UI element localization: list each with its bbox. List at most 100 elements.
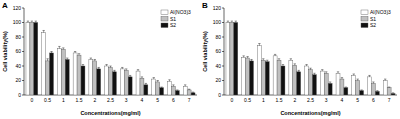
y-tick-label: 100 (213, 19, 222, 25)
bar (152, 79, 156, 95)
bar (234, 23, 238, 96)
bar (391, 94, 395, 95)
y-tick (222, 8, 224, 9)
error-bar (341, 78, 343, 79)
bar (360, 91, 364, 95)
error-bar (157, 81, 159, 82)
bar (293, 65, 297, 95)
x-axis-label: Concentrations(mg/ml) (80, 110, 140, 116)
error-bar (384, 79, 386, 80)
bar (230, 23, 234, 96)
y-tick (222, 80, 224, 81)
bar (344, 88, 348, 95)
error-bar (250, 59, 252, 60)
bar (309, 70, 313, 95)
bar (324, 73, 328, 95)
error-bar (309, 68, 311, 69)
error-bar (145, 83, 147, 84)
bar (128, 77, 132, 95)
error-bar (184, 85, 186, 86)
error-bar (242, 56, 244, 57)
bar (34, 23, 38, 96)
y-axis-label: Cell viability(%) (202, 31, 208, 72)
error-bar (27, 21, 29, 22)
error-bar (357, 79, 359, 80)
y-tick-label: 20 (215, 77, 221, 83)
panel: B020406080100120Cell viability(%)00.511.… (200, 0, 400, 119)
error-bar (345, 87, 347, 89)
panel: A020406080100120Cell viability(%)00.511.… (0, 0, 200, 119)
y-tick (222, 51, 224, 52)
error-bar (168, 80, 170, 81)
x-tick-label: 5 (156, 97, 159, 103)
error-bar (35, 21, 37, 22)
x-tick-label: 1.5 (276, 97, 283, 103)
bar (246, 58, 250, 95)
error-bar (129, 75, 131, 76)
y-tick-label: 120 (213, 5, 222, 11)
error-bar (376, 90, 378, 92)
y-tick (22, 37, 24, 38)
error-bar (137, 70, 139, 71)
x-tick-label: 3 (125, 97, 128, 103)
error-bar (172, 85, 174, 86)
bar (175, 91, 179, 95)
y-tick (22, 51, 24, 52)
bar (97, 69, 101, 95)
bar (89, 59, 93, 95)
error-bar (278, 59, 280, 60)
bar (81, 66, 85, 95)
bar (171, 86, 175, 95)
bar (77, 55, 81, 95)
panel-label: A (2, 1, 8, 10)
bar (61, 49, 65, 95)
error-bar (42, 30, 44, 32)
y-tick (222, 22, 224, 23)
error-bar (231, 21, 233, 22)
bar (124, 70, 128, 95)
bar (65, 59, 69, 95)
x-tick-label: 6 (372, 97, 375, 103)
legend-label: S1 (370, 16, 376, 22)
x-tick-label: 4 (341, 97, 344, 103)
bar (112, 72, 116, 95)
error-bar (58, 46, 60, 48)
error-bar (66, 58, 68, 59)
error-bar (368, 75, 370, 76)
bar (93, 61, 97, 95)
error-bar (62, 48, 64, 49)
x-tick-label: 2.5 (107, 97, 114, 103)
error-bar (74, 52, 76, 53)
error-bar (153, 78, 155, 79)
x-tick-label: 2 (93, 97, 96, 103)
legend-label: S1 (170, 16, 176, 22)
y-tick (22, 66, 24, 67)
error-bar (90, 58, 92, 59)
error-bar (329, 82, 331, 83)
error-bar (82, 65, 84, 66)
error-bar (258, 44, 260, 46)
x-tick-label: 5 (356, 97, 359, 103)
error-bar (266, 60, 268, 61)
error-bar (46, 59, 48, 61)
bar (356, 81, 360, 96)
error-bar (160, 87, 162, 89)
error-bar (262, 59, 264, 60)
y-tick (222, 37, 224, 38)
error-bar (50, 52, 52, 53)
bar (257, 46, 261, 95)
bar (320, 71, 324, 95)
error-bar (227, 21, 229, 22)
y-tick-label: 0 (18, 92, 21, 98)
bar (281, 66, 285, 95)
y-tick-label: 80 (215, 34, 221, 40)
error-bar (105, 65, 107, 66)
error-bar (98, 67, 100, 68)
bar (261, 60, 265, 95)
bars (226, 21, 395, 95)
legend-swatch (361, 17, 368, 22)
y-tick-label: 120 (13, 5, 22, 11)
legend-swatch (361, 23, 368, 28)
bar (368, 77, 372, 95)
x-tick-label: 0 (30, 97, 33, 103)
